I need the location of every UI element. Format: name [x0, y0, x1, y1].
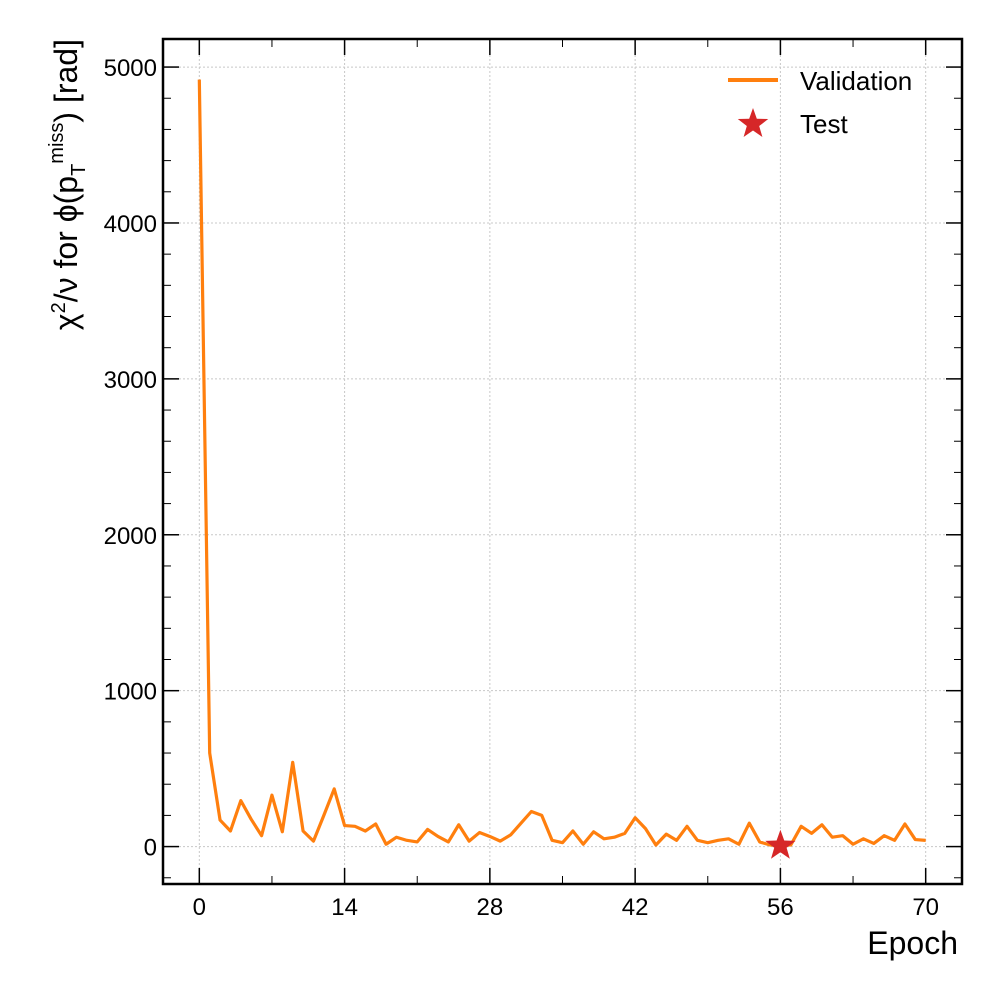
x-tick-label: 56: [767, 894, 794, 921]
plot-frame: [161, 37, 964, 886]
x-tick-label: 14: [331, 894, 358, 921]
y-tick-label: 0: [144, 835, 157, 862]
y-tick-label: 2000: [104, 523, 157, 550]
y-axis-label-chi: χ: [48, 313, 84, 330]
x-tick-label: 42: [622, 894, 649, 921]
x-tick-label: 0: [193, 894, 206, 921]
y-tick-label: 4000: [104, 211, 157, 238]
x-tick-label: 70: [912, 894, 939, 921]
grid: [163, 39, 962, 884]
legend: Validation Test: [728, 66, 912, 139]
legend-test-star: [737, 108, 769, 137]
tick-labels: 0 14 28 42 56 70 0 1000 2000 3000 4000 5000: [104, 55, 939, 921]
legend-test-label: Test: [800, 109, 848, 139]
y-axis-label: χ2/ν for ϕ(pTmiss) [rad]: [46, 39, 90, 330]
y-axis-label-suffix: ) [rad]: [48, 39, 84, 123]
validation-line: [197, 79, 926, 847]
y-axis-label-sup: 2: [48, 302, 70, 313]
y-axis-label-mid: /ν for ϕ(p: [48, 176, 84, 302]
y-tick-label: 3000: [104, 367, 157, 394]
test-point: [765, 829, 796, 859]
y-tick-label: 1000: [104, 679, 157, 706]
legend-validation-label: Validation: [800, 66, 912, 96]
x-tick-label: 28: [477, 894, 504, 921]
y-axis-label-vec-sub: T: [68, 164, 90, 176]
series-layer: [197, 79, 926, 859]
y-tick-label: 5000: [104, 55, 157, 82]
x-axis-label: Epoch: [867, 925, 958, 961]
y-axis-label-vec-sup: miss: [46, 123, 68, 164]
axis-ticks: [163, 39, 962, 884]
